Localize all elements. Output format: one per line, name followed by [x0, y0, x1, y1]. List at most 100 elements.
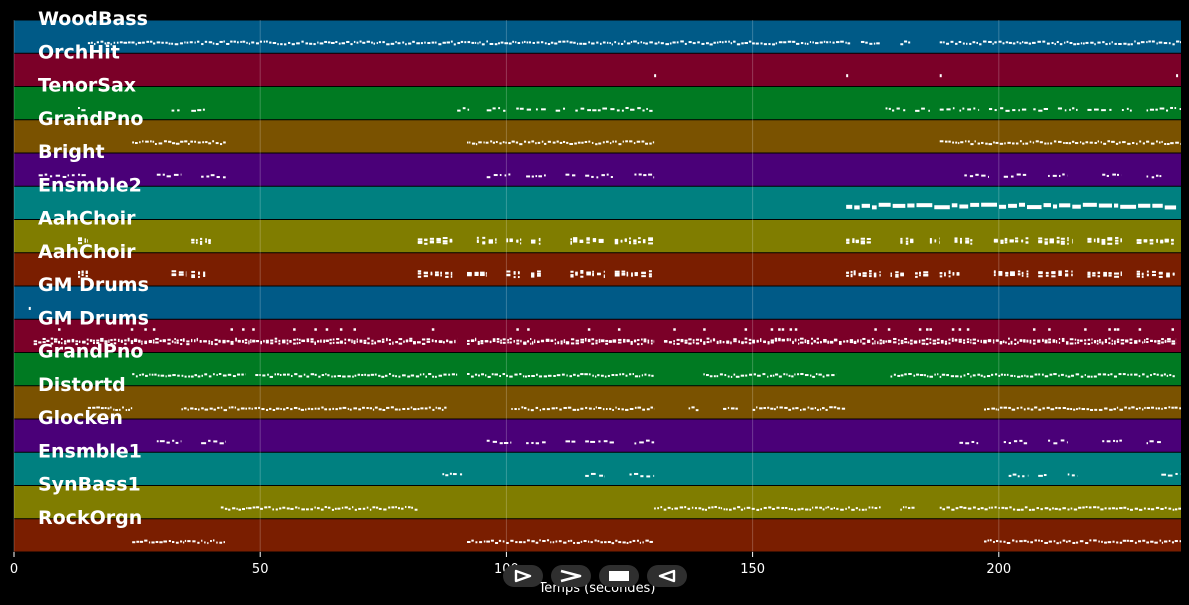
stop-button[interactable]	[599, 565, 639, 587]
note	[84, 238, 87, 241]
note	[626, 271, 629, 274]
back-button[interactable]	[647, 565, 687, 587]
note	[1075, 373, 1080, 376]
note	[1058, 407, 1061, 410]
note	[474, 273, 479, 276]
note	[518, 541, 523, 544]
note	[1097, 240, 1100, 243]
note	[794, 373, 796, 376]
note	[584, 373, 588, 376]
note	[575, 339, 580, 342]
note	[202, 108, 205, 111]
note	[1168, 507, 1172, 510]
note	[320, 508, 324, 511]
note	[426, 338, 431, 341]
note	[1104, 407, 1108, 410]
note	[993, 271, 996, 274]
note	[965, 237, 970, 240]
note	[1061, 337, 1065, 340]
note	[650, 339, 653, 342]
note	[415, 375, 420, 378]
note	[598, 440, 601, 443]
note	[871, 342, 874, 345]
forward-button[interactable]	[551, 565, 591, 587]
note	[367, 374, 370, 377]
note	[633, 339, 637, 342]
note	[1032, 328, 1036, 331]
note	[526, 539, 530, 542]
note	[1059, 203, 1071, 208]
note	[141, 342, 143, 345]
note	[1138, 328, 1142, 331]
note	[402, 41, 405, 44]
note	[855, 239, 859, 242]
note	[871, 506, 874, 509]
note	[547, 43, 551, 46]
note	[453, 43, 456, 46]
note	[159, 541, 163, 544]
note	[585, 174, 590, 177]
note-group	[1146, 106, 1181, 112]
note	[1102, 440, 1105, 443]
note	[436, 241, 441, 244]
note	[812, 375, 816, 378]
note	[342, 375, 346, 378]
note	[392, 341, 394, 344]
track-lane	[14, 120, 1181, 153]
note	[1038, 109, 1043, 112]
note	[531, 441, 534, 444]
note	[171, 109, 175, 112]
note	[256, 340, 259, 343]
note	[395, 506, 397, 509]
note	[120, 339, 123, 342]
note	[535, 142, 537, 145]
note	[236, 507, 238, 510]
note	[279, 373, 282, 376]
note	[1151, 40, 1155, 43]
note	[1062, 173, 1065, 176]
note	[204, 408, 209, 411]
note	[946, 42, 950, 45]
note	[579, 239, 584, 242]
note	[1161, 140, 1163, 143]
note-group	[988, 107, 1027, 112]
note	[485, 141, 489, 144]
note-group	[467, 539, 653, 545]
note	[641, 271, 646, 274]
note	[1024, 41, 1028, 44]
note	[344, 506, 348, 509]
note-group	[688, 406, 699, 412]
note-group	[1048, 439, 1068, 445]
note	[596, 176, 599, 179]
note	[204, 373, 208, 376]
note	[64, 340, 67, 343]
note	[201, 407, 204, 410]
note	[713, 41, 716, 44]
note	[260, 507, 263, 510]
note	[386, 337, 388, 340]
note	[216, 373, 218, 376]
note	[194, 140, 197, 143]
note	[220, 143, 223, 146]
note	[994, 41, 997, 44]
note	[1051, 272, 1056, 275]
note	[944, 272, 946, 275]
note	[1174, 107, 1177, 110]
note	[929, 338, 932, 341]
note	[1047, 142, 1049, 145]
note	[876, 42, 880, 45]
note-group	[846, 270, 881, 278]
track-label: Distortd	[38, 374, 126, 396]
note	[172, 439, 175, 442]
note	[905, 237, 909, 240]
play-button[interactable]	[503, 565, 543, 587]
note	[388, 342, 391, 345]
note	[457, 109, 461, 112]
note	[898, 339, 900, 342]
note	[942, 508, 946, 511]
note	[362, 41, 366, 44]
note	[602, 41, 606, 44]
note	[1127, 373, 1129, 376]
note	[800, 409, 802, 412]
note	[588, 373, 591, 376]
